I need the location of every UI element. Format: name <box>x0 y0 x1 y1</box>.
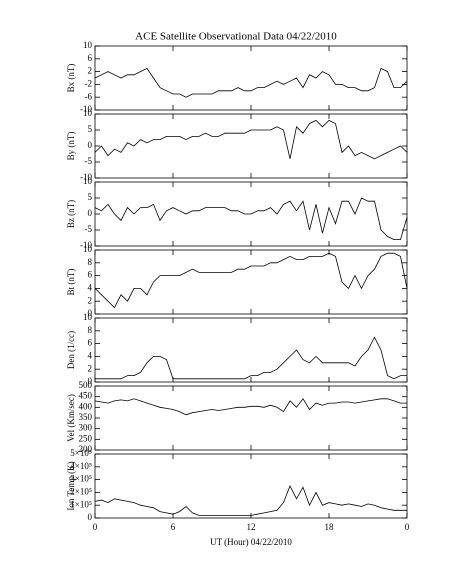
y-axis-label: Bx (nT) <box>66 64 76 93</box>
y-tick-label: 0 <box>88 208 93 218</box>
y-tick-label: 10 <box>83 312 93 322</box>
y-tick-label: 2 <box>88 295 93 305</box>
panel-frame <box>94 45 408 111</box>
y-tick-label: 0 <box>88 376 93 386</box>
panel-frame <box>94 317 408 383</box>
y-tick-label: 10 <box>83 244 93 254</box>
y-tick-label: 5 <box>88 124 93 134</box>
x-axis-label: UT (Hour) 04/22/2010 <box>210 537 292 547</box>
y-tick-label: 10 <box>83 40 93 50</box>
y-tick-label: 6 <box>88 53 93 63</box>
y-axis-label: Den (1/cc) <box>66 331 76 369</box>
y-axis-label: Bt (nT) <box>66 269 76 296</box>
y-tick-label: -5 <box>85 224 93 234</box>
y-tick-label: 400 <box>79 401 93 411</box>
data-line <box>94 398 407 416</box>
y-tick-label: -5 <box>85 156 93 166</box>
panel-frame <box>94 385 408 451</box>
y-tick-label: 6 <box>88 338 93 348</box>
y-axis-label: Vel (Km/sec) <box>66 394 76 442</box>
panel-frame <box>94 249 408 315</box>
y-tick-label: 3×10⁵ <box>70 474 92 484</box>
data-line <box>94 67 408 98</box>
y-axis-label: By (nT) <box>66 132 76 161</box>
y-tick-label: 4×10⁵ <box>70 461 92 471</box>
y-tick-label: 2×10⁵ <box>70 486 92 496</box>
x-tick-label: 0 <box>405 522 410 532</box>
y-tick-label: 5×10⁵ <box>70 448 92 458</box>
y-tick-label: -2 <box>85 78 93 88</box>
y-tick-label: 500 <box>79 380 93 390</box>
y-tick-label: 10 <box>83 108 93 118</box>
x-tick-label: 18 <box>325 522 335 532</box>
x-tick-label: 6 <box>171 522 176 532</box>
y-tick-label: 350 <box>79 412 93 422</box>
y-tick-label: 4 <box>88 350 93 360</box>
y-tick-label: 5 <box>88 192 93 202</box>
panel-frame <box>94 453 408 519</box>
x-tick-label: 12 <box>247 522 256 532</box>
x-tick-label: 0 <box>93 522 98 532</box>
y-tick-label: 300 <box>79 423 93 433</box>
y-tick-label: 0 <box>88 308 93 318</box>
y-tick-label: -10 <box>80 240 92 250</box>
y-tick-label: 8 <box>88 257 93 267</box>
y-tick-label: 6 <box>88 270 93 280</box>
y-tick-label: 0 <box>88 140 93 150</box>
y-tick-label: 0 <box>88 512 93 522</box>
y-tick-label: -6 <box>85 91 93 101</box>
y-tick-label: 2 <box>88 363 93 373</box>
y-axis-label: Ion Temp (K) <box>66 461 76 510</box>
y-tick-label: 250 <box>79 433 93 443</box>
y-tick-label: 200 <box>79 444 93 454</box>
data-line <box>94 197 408 240</box>
y-tick-label: 4 <box>88 282 93 292</box>
y-axis-label: Bz (nT) <box>66 200 76 228</box>
y-tick-label: -10 <box>80 104 92 114</box>
chart-title: ACE Satellite Observational Data 04/22/2… <box>135 31 337 43</box>
data-line <box>94 119 408 160</box>
y-tick-label: 8 <box>88 325 93 335</box>
panel-frame <box>94 113 408 179</box>
data-line <box>94 485 407 516</box>
y-tick-label: 2 <box>88 66 93 76</box>
data-line <box>94 252 408 309</box>
y-tick-label: 450 <box>79 391 93 401</box>
y-tick-label: 10 <box>83 176 93 186</box>
y-tick-label: 1×10⁵ <box>70 499 92 509</box>
y-tick-label: -10 <box>80 172 92 182</box>
data-line <box>95 336 407 380</box>
